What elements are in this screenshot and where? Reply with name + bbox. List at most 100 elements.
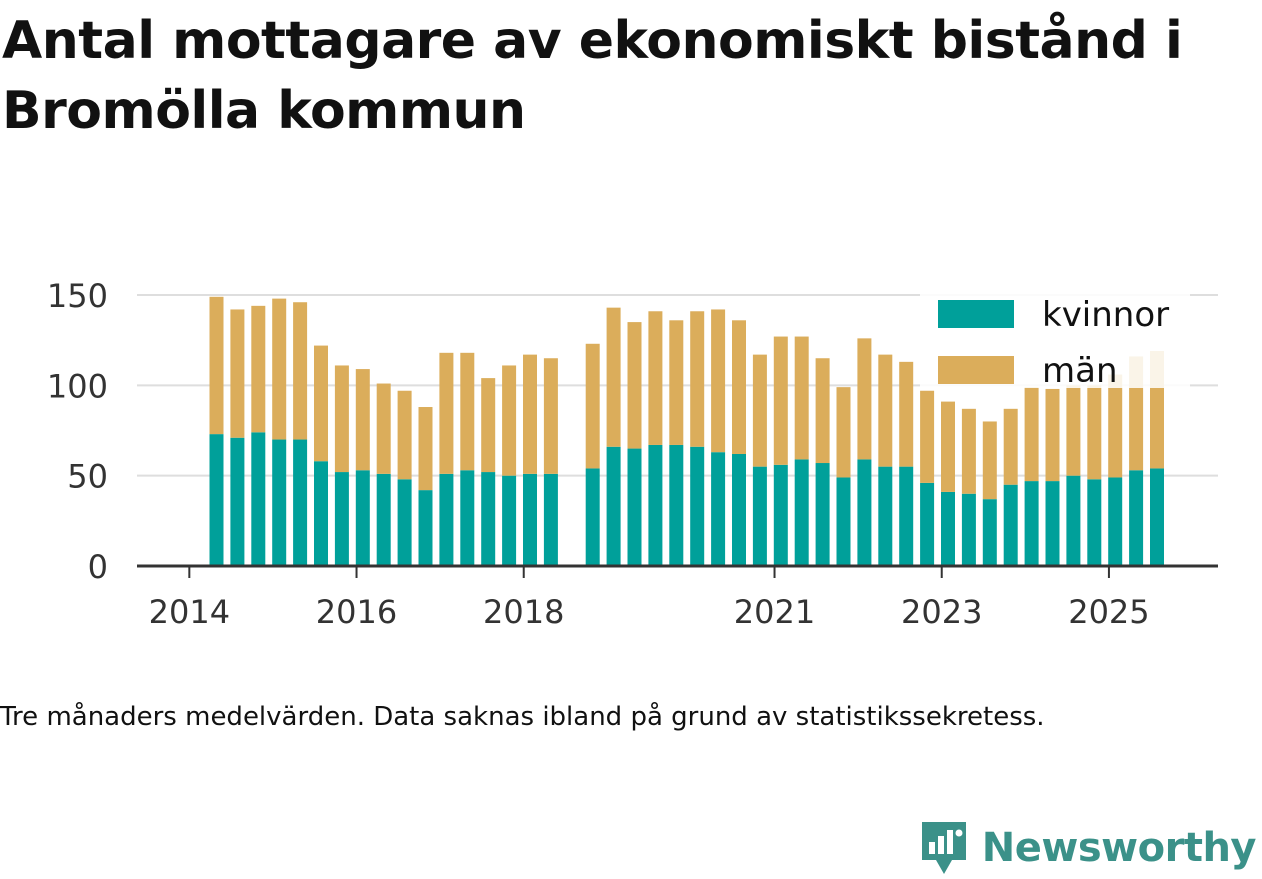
bar-man (606, 307, 621, 447)
bar-kvinnor (1066, 475, 1081, 566)
bar-kvinnor (1045, 481, 1060, 566)
bar-kvinnor (585, 468, 600, 566)
bar-man (941, 401, 955, 492)
x-tick-label: 2025 (1068, 593, 1149, 631)
bar-kvinnor (773, 464, 788, 566)
bars (209, 296, 1164, 566)
x-tick-label: 2014 (149, 593, 230, 631)
bar-kvinnor (711, 452, 726, 566)
bar-kvinnor (439, 473, 454, 566)
x-tick-label: 2023 (901, 593, 982, 631)
bar-man (648, 311, 663, 445)
bar-man (920, 390, 935, 483)
bar-kvinnor (648, 444, 663, 566)
bar-kvinnor (251, 432, 266, 566)
bar-kvinnor (1108, 477, 1123, 566)
bar-man (230, 309, 245, 438)
bar-kvinnor (209, 434, 224, 566)
bar-kvinnor (1129, 470, 1144, 566)
bar-man (669, 320, 684, 445)
bar-kvinnor (293, 439, 308, 566)
bar-kvinnor (314, 461, 328, 566)
bar-kvinnor (523, 473, 537, 566)
y-tick-label: 100 (47, 367, 108, 405)
bar-man (752, 354, 767, 467)
bar-man (690, 311, 705, 447)
bar-man (585, 343, 600, 469)
legend-swatch-man (938, 356, 1014, 384)
bar-man (439, 352, 454, 474)
legend: kvinnor män (920, 282, 1190, 391)
bar-man (815, 358, 830, 464)
bar-man (418, 407, 433, 491)
bar-man (732, 320, 746, 454)
bar-man (334, 365, 349, 473)
x-tick-label: 2021 (734, 593, 815, 631)
bar-kvinnor (920, 482, 935, 566)
bar-man (878, 354, 893, 467)
bar-man (836, 387, 851, 478)
bar-kvinnor (460, 470, 475, 566)
bar-man (899, 361, 914, 467)
x-tick-label: 2018 (483, 593, 564, 631)
bar-kvinnor (1003, 484, 1018, 566)
bar-kvinnor (1024, 481, 1039, 566)
bar-kvinnor (272, 439, 287, 566)
bar-kvinnor (418, 490, 433, 566)
y-tick-label: 0 (88, 548, 108, 586)
y-axis-ticks: 0 50 100 150 (47, 277, 108, 586)
bar-man (627, 322, 642, 449)
bar-kvinnor (627, 448, 642, 566)
newsworthy-logo-icon (921, 822, 966, 874)
x-axis-ticks: 2014 2016 2018 2021 2023 2025 (149, 566, 1150, 631)
bar-man (251, 305, 266, 433)
bar-kvinnor (836, 477, 851, 566)
bar-man (481, 378, 496, 473)
bar-kvinnor (690, 446, 705, 566)
bar-kvinnor (857, 459, 872, 566)
brand: Newsworthy (918, 818, 1257, 878)
footnote: Tre månaders medelvärden. Data saknas ib… (0, 702, 1045, 732)
bar-man (293, 302, 308, 440)
bar-kvinnor (794, 459, 809, 566)
bar-kvinnor (334, 472, 349, 566)
bar-kvinnor (1150, 468, 1164, 566)
bar-man (961, 408, 976, 494)
bar-man (1108, 374, 1123, 478)
bar-man (711, 309, 726, 453)
bar-man (397, 390, 412, 480)
brand-name: Newsworthy (981, 825, 1257, 871)
bar-man (523, 354, 537, 474)
bar-kvinnor (899, 466, 914, 566)
bar-man (982, 421, 997, 500)
bar-man (1045, 388, 1060, 482)
bar-man (543, 358, 558, 474)
bar-man (773, 336, 788, 465)
bar-kvinnor (878, 466, 893, 566)
bar-man (1066, 385, 1081, 476)
legend-swatch-kvinnor (938, 300, 1014, 328)
bar-man (857, 338, 872, 460)
y-tick-label: 150 (47, 277, 108, 315)
bar-man (355, 369, 370, 471)
x-tick-label: 2016 (316, 593, 397, 631)
bar-kvinnor (1087, 479, 1102, 566)
bar-man (1024, 387, 1039, 482)
bar-man (209, 296, 224, 435)
bar-man (460, 352, 475, 471)
bar-kvinnor (606, 446, 621, 566)
bar-kvinnor (543, 473, 558, 566)
bar-kvinnor (669, 444, 684, 566)
bar-kvinnor (355, 470, 370, 566)
bar-kvinnor (230, 437, 245, 566)
bar-man (272, 298, 287, 440)
bar-man (794, 336, 809, 460)
bar-kvinnor (481, 472, 496, 566)
bar-kvinnor (752, 466, 767, 566)
bar-man (1087, 385, 1102, 480)
legend-label-kvinnor: kvinnor (1042, 295, 1169, 335)
bar-kvinnor (376, 473, 391, 566)
bar-man (502, 365, 517, 476)
chart-title: Antal mottagare av ekonomiskt bistånd i … (2, 11, 1183, 141)
